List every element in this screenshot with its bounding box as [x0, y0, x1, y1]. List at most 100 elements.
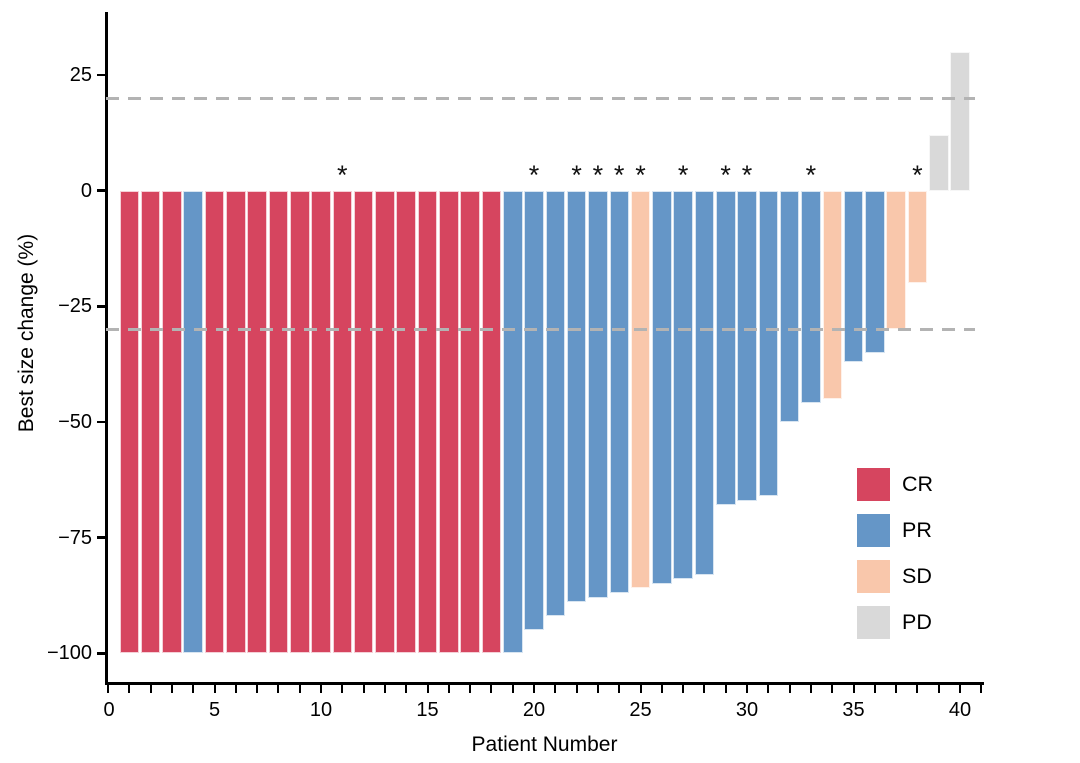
x-tick — [170, 685, 173, 693]
legend-swatch-pd — [857, 606, 890, 639]
x-tick — [511, 685, 514, 693]
legend-swatch-cr — [857, 468, 890, 501]
y-tick — [97, 73, 105, 77]
x-tick-label: 35 — [842, 699, 865, 721]
bar-patient-8 — [268, 190, 289, 654]
bar-patient-11 — [332, 190, 353, 654]
x-tick — [916, 685, 919, 693]
bar-patient-12 — [353, 190, 374, 654]
legend-label-sd: SD — [902, 564, 932, 588]
x-tick — [980, 685, 983, 693]
significance-asterisk-patient-27: * — [677, 160, 689, 190]
x-tick — [746, 685, 748, 693]
x-tick — [703, 685, 706, 693]
significance-asterisk-patient-11: * — [337, 160, 348, 190]
bar-patient-18 — [481, 190, 502, 654]
bar-patient-3 — [162, 190, 182, 654]
bar-patient-38 — [907, 190, 928, 284]
y-tick — [97, 189, 105, 192]
bar-patient-40 — [950, 51, 970, 191]
bar-patient-27 — [673, 190, 693, 580]
x-tick — [107, 685, 109, 693]
bar-patient-37 — [886, 190, 906, 330]
x-tick — [618, 685, 621, 693]
bar-patient-19 — [503, 190, 523, 654]
x-tick-label: 20 — [522, 699, 546, 721]
legend: CR PR SD PD — [857, 468, 933, 652]
significance-asterisk-patient-30: * — [741, 160, 753, 190]
bar-patient-32 — [779, 190, 800, 422]
x-tick — [277, 685, 280, 693]
significance-asterisk-patient-33: * — [805, 160, 817, 190]
y-tick-label: −75 — [58, 526, 92, 549]
bar-patient-13 — [375, 190, 395, 654]
legend-item-cr: CR — [857, 468, 933, 501]
legend-item-pr: PR — [857, 514, 933, 547]
bar-patient-34 — [822, 190, 842, 399]
bar-patient-7 — [247, 190, 267, 654]
bar-patient-31 — [758, 190, 779, 496]
x-tick — [831, 685, 834, 693]
bar-patient-35 — [843, 190, 864, 362]
x-tick — [234, 685, 237, 693]
y-axis-line — [105, 12, 108, 685]
legend-label-pr: PR — [902, 518, 932, 542]
y-axis-title: Best size change (%) — [15, 233, 38, 433]
bar-patient-16 — [439, 190, 459, 654]
bar-patient-25 — [630, 190, 651, 589]
reference-line-plus20 — [106, 96, 975, 100]
bar-patient-33 — [801, 190, 821, 404]
y-tick — [97, 536, 105, 539]
x-tick-label: 0 — [103, 699, 115, 721]
bar-patient-39 — [929, 135, 949, 191]
bar-patient-5 — [204, 190, 225, 654]
x-tick — [852, 685, 855, 693]
significance-asterisk-patient-20: * — [528, 160, 540, 190]
x-tick-label: 40 — [948, 699, 972, 721]
bar-patient-24 — [609, 190, 629, 594]
legend-label-pd: PD — [902, 610, 932, 634]
y-tick — [97, 420, 105, 424]
y-tick-label: −50 — [58, 411, 92, 433]
significance-asterisk-patient-24: * — [613, 160, 625, 190]
significance-asterisk-patient-29: * — [720, 160, 731, 190]
x-tick — [256, 685, 259, 693]
x-tick-label: 30 — [735, 699, 759, 721]
x-tick — [959, 685, 961, 693]
x-tick — [639, 685, 642, 693]
x-tick-label: 25 — [629, 699, 652, 721]
significance-asterisk-patient-22: * — [571, 160, 582, 190]
x-tick — [383, 685, 386, 693]
x-tick — [405, 685, 408, 693]
x-tick — [149, 685, 152, 693]
legend-label-cr: CR — [902, 472, 934, 496]
significance-asterisk-patient-23: * — [592, 160, 604, 190]
x-tick — [873, 685, 876, 693]
x-axis-title: Patient Number — [471, 733, 618, 756]
x-tick — [426, 685, 429, 693]
bar-patient-15 — [417, 190, 438, 654]
bar-patient-30 — [737, 190, 757, 501]
x-tick — [298, 685, 301, 693]
x-axis-line — [105, 682, 984, 685]
y-tick-label: 25 — [69, 64, 92, 86]
x-tick — [320, 685, 322, 693]
bar-patient-28 — [694, 190, 715, 575]
x-tick — [767, 685, 770, 693]
bar-patient-1 — [119, 190, 140, 654]
significance-asterisk-patient-25: * — [635, 160, 646, 190]
bar-patient-26 — [652, 190, 672, 584]
x-tick — [724, 685, 727, 693]
bar-patient-29 — [716, 190, 736, 506]
legend-item-pd: PD — [857, 606, 933, 639]
x-tick — [533, 685, 535, 693]
x-tick — [469, 685, 472, 693]
x-tick — [937, 685, 940, 693]
y-tick — [97, 305, 105, 308]
x-tick — [554, 685, 557, 693]
legend-swatch-sd — [857, 560, 890, 593]
bar-patient-2 — [140, 190, 161, 654]
bar-patient-22 — [566, 190, 587, 603]
bar-patient-20 — [524, 190, 544, 631]
